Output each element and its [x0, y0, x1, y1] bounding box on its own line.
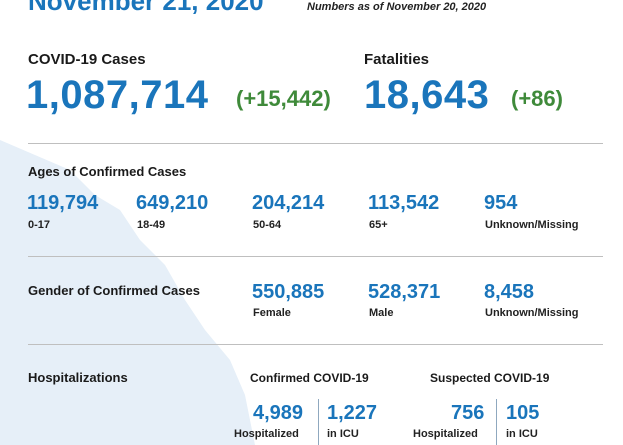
confirmed-icu-value: 1,227 — [327, 402, 378, 424]
suspected-hospitalized-label: Hospitalized — [413, 428, 478, 440]
fatalities-label: Fatalities — [364, 51, 430, 68]
fatalities-delta: (+86) — [511, 86, 563, 111]
age-label: 18-49 — [137, 219, 166, 231]
hospitalizations-title: Hospitalizations — [28, 370, 128, 385]
suspected-icu-label: in ICU — [506, 428, 538, 440]
gender-value: 550,885 — [252, 281, 325, 303]
confirmed-hospitalized-label: Hospitalized — [234, 428, 299, 440]
gender-value: 528,371 — [368, 281, 441, 303]
age-value: 954 — [484, 192, 518, 214]
gender-label: Female — [253, 307, 291, 319]
divider — [28, 256, 603, 257]
age-label: 50-64 — [253, 219, 282, 231]
gender-title: Gender of Confirmed Cases — [28, 283, 200, 298]
cases-delta: (+15,442) — [236, 86, 331, 111]
age-value: 119,794 — [27, 192, 99, 214]
numbers-as-of-note: Numbers as of November 20, 2020 — [307, 1, 487, 13]
age-label: 65+ — [369, 219, 388, 231]
suspected-hospitalized-value: 756 — [451, 402, 485, 424]
report-date-title: November 21, 2020 — [28, 0, 264, 16]
gender-label: Male — [369, 307, 394, 319]
divider — [28, 143, 603, 144]
vertical-divider — [318, 399, 319, 445]
age-value: 113,542 — [368, 192, 440, 214]
age-value: 204,214 — [252, 192, 325, 214]
gender-value: 8,458 — [484, 281, 535, 303]
cases-total: 1,087,714 — [26, 73, 209, 117]
ages-title: Ages of Confirmed Cases — [28, 164, 187, 179]
confirmed-hospitalized-value: 4,989 — [253, 402, 304, 424]
gender-label: Unknown/Missing — [485, 307, 579, 319]
age-label: Unknown/Missing — [485, 219, 579, 231]
fatalities-total: 18,643 — [364, 73, 490, 117]
age-label: 0-17 — [28, 219, 51, 231]
vertical-divider — [496, 399, 497, 445]
confirmed-covid-title: Confirmed COVID-19 — [250, 371, 369, 385]
suspected-covid-title: Suspected COVID-19 — [430, 371, 550, 385]
suspected-icu-value: 105 — [506, 402, 540, 424]
confirmed-icu-label: in ICU — [327, 428, 359, 440]
age-value: 649,210 — [136, 192, 209, 214]
divider — [28, 344, 603, 345]
cases-label: COVID-19 Cases — [28, 51, 146, 68]
